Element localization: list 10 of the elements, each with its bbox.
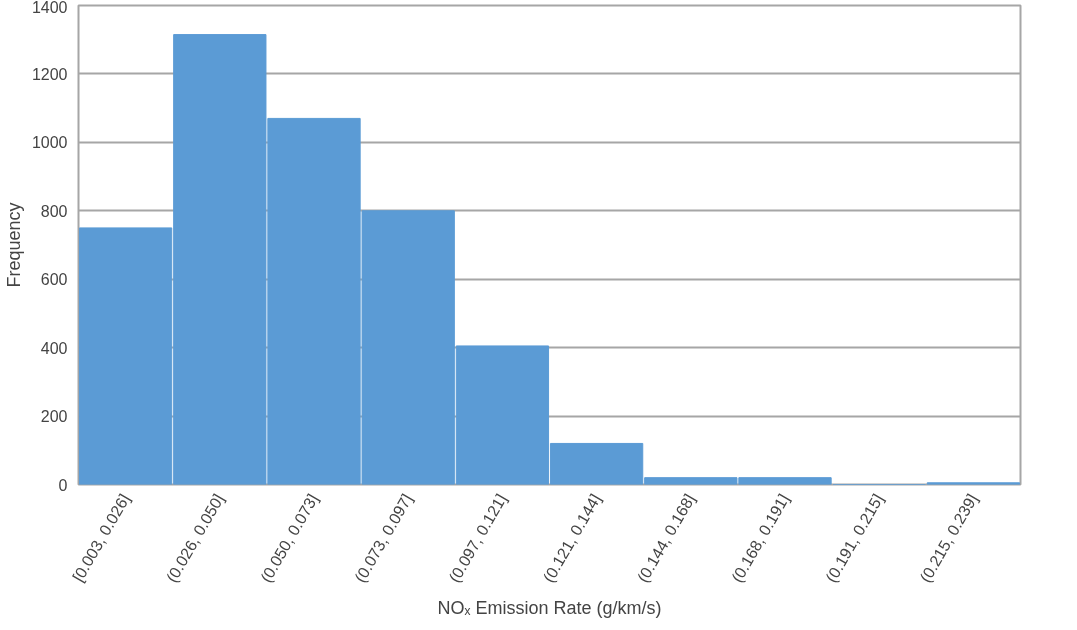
- y-tick-label: 600: [40, 271, 68, 289]
- y-tick-label: 800: [40, 202, 68, 220]
- y-tick-label: 400: [40, 339, 68, 357]
- y-tick-label: 1000: [31, 134, 68, 152]
- y-tick-label: 1400: [31, 0, 68, 16]
- x-axis-title: NOₓ Emission Rate (g/km/s): [437, 597, 662, 618]
- y-tick-label: 200: [40, 408, 68, 426]
- y-tick-label: 1200: [31, 65, 68, 83]
- y-axis-title: Frequency: [3, 202, 24, 288]
- y-tick-label: 0: [58, 476, 68, 494]
